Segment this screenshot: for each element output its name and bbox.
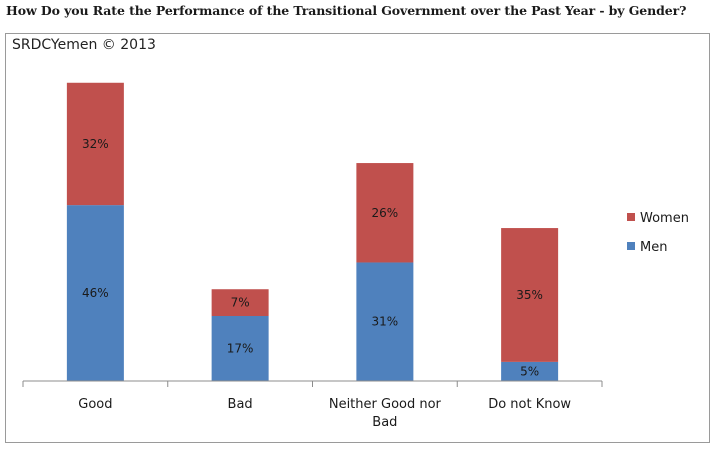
bar-men-1 xyxy=(211,316,269,381)
bar-men-2 xyxy=(356,262,414,381)
data-label-men-3: 5% xyxy=(520,364,539,378)
legend-label-women: Women xyxy=(640,211,689,226)
category-label-3: Do not Know xyxy=(488,397,571,412)
bar-women-3 xyxy=(501,228,559,362)
category-label-1: Bad xyxy=(228,397,253,412)
legend-swatch-women xyxy=(627,213,635,221)
data-label-women-1: 7% xyxy=(231,296,250,310)
page-title: How Do you Rate the Performance of the T… xyxy=(6,3,687,18)
data-label-women-2: 26% xyxy=(372,206,399,220)
bar-men-0 xyxy=(66,205,124,381)
data-label-men-1: 17% xyxy=(227,342,254,356)
legend-label-men: Men xyxy=(640,240,667,255)
legend: Women Men xyxy=(627,211,689,255)
bar-women-1 xyxy=(211,289,269,316)
category-label-0: Good xyxy=(78,397,112,412)
legend-swatch-men xyxy=(627,242,635,250)
bar-women-0 xyxy=(66,82,124,206)
x-axis xyxy=(22,380,603,387)
category-label-2: Neither Good nor xyxy=(329,397,442,412)
data-label-women-0: 32% xyxy=(82,137,109,151)
data-label-men-0: 46% xyxy=(82,286,109,300)
category-labels: Good Bad Neither Good nor Bad Do not Know xyxy=(78,397,571,430)
category-label-2: Bad xyxy=(372,415,397,430)
data-label-men-2: 31% xyxy=(372,315,399,329)
bar-women-2 xyxy=(356,163,414,263)
watermark: SRDCYemen © 2013 xyxy=(12,37,156,53)
bar-men-3 xyxy=(501,361,559,381)
bars-group: 46% 32% 17% 7% 31% 26% 5% 35% xyxy=(66,82,559,381)
data-label-women-3: 35% xyxy=(516,288,543,302)
